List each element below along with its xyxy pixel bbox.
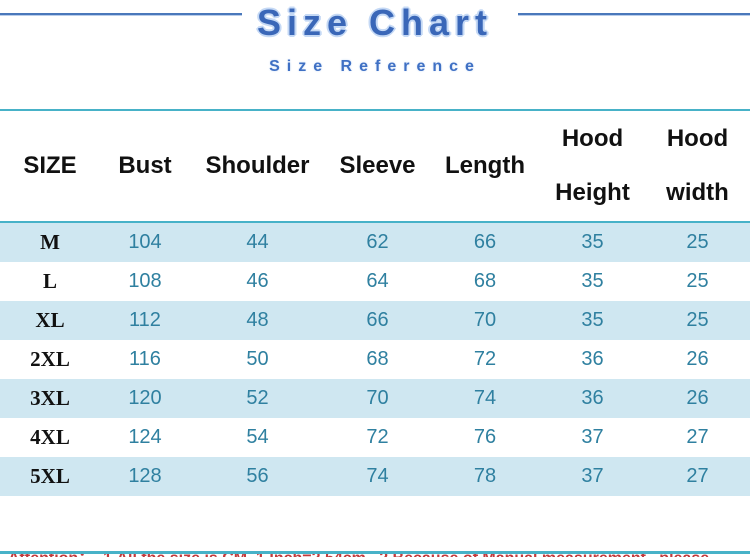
value-cell: 37 <box>581 426 604 448</box>
value-cell: 52 <box>246 387 269 409</box>
value-cell: 48 <box>246 309 269 331</box>
size-chart-table: SIZE Bust Shoulder Sleeve Length Hood He… <box>0 109 750 496</box>
value-cell: 36 <box>581 387 604 409</box>
value-cell: 64 <box>366 270 389 292</box>
header-cell-shoulder: Shoulder <box>190 110 325 223</box>
table-row: 5XL 128 56 74 78 37 27 <box>0 457 750 496</box>
value-cell: 74 <box>473 387 497 409</box>
size-cell: L <box>42 269 57 293</box>
value-cell: 124 <box>128 426 162 448</box>
value-cell: 54 <box>246 426 269 448</box>
value-cell: 108 <box>128 270 162 292</box>
value-cell: 36 <box>581 348 604 370</box>
value-cell: 104 <box>128 231 162 253</box>
value-cell: 68 <box>366 348 389 370</box>
value-cell: 116 <box>129 348 161 370</box>
value-cell: 66 <box>366 309 389 331</box>
subtitle: Size Reference <box>269 58 481 75</box>
value-cell: 62 <box>366 231 389 253</box>
value-cell: 74 <box>366 465 389 487</box>
title-divider-left <box>0 13 242 15</box>
value-cell: 128 <box>128 465 162 487</box>
size-cell: 3XL <box>30 386 70 410</box>
table-row: 2XL 116 50 68 72 36 26 <box>0 340 750 379</box>
value-cell: 35 <box>581 309 604 331</box>
size-cell: M <box>40 230 60 254</box>
size-cell: 2XL <box>30 347 70 371</box>
value-cell: 26 <box>686 348 709 370</box>
table-row: XL 112 48 66 70 35 25 <box>0 301 750 340</box>
value-cell: 27 <box>686 426 709 448</box>
table-row: 3XL 120 52 70 74 36 26 <box>0 379 750 418</box>
table-row: 4XL 124 54 72 76 37 27 <box>0 418 750 457</box>
header-cell-size: SIZE <box>0 110 100 223</box>
value-cell: 78 <box>473 465 497 487</box>
value-cell: 112 <box>129 309 161 331</box>
value-cell: 25 <box>686 270 709 292</box>
size-cell: XL <box>35 308 65 332</box>
header-cell-hood-width: Hood width <box>645 110 750 223</box>
table-row: L 108 46 64 68 35 25 <box>0 262 750 301</box>
value-cell: 25 <box>686 309 709 331</box>
value-cell: 72 <box>366 426 389 448</box>
value-cell: 37 <box>581 465 604 487</box>
attention-note: Attention： 1.All the size is CM. 1 Inch=… <box>8 501 744 557</box>
table-header-row: SIZE Bust Shoulder Sleeve Length Hood He… <box>0 110 750 223</box>
value-cell: 44 <box>246 231 269 253</box>
value-cell: 35 <box>581 270 604 292</box>
value-cell: 72 <box>473 348 497 370</box>
page-title: Size Chart <box>256 2 494 43</box>
table-body: M 104 44 62 66 35 25 L 108 46 64 68 35 25 XL 112 48 66 70 3… <box>0 222 750 496</box>
value-cell: 56 <box>246 465 269 487</box>
header-cell-sleeve: Sleeve <box>325 110 430 223</box>
size-cell: 5XL <box>30 464 70 488</box>
header-cell-hood-height: Hood Height <box>540 110 645 223</box>
value-cell: 46 <box>246 270 269 292</box>
size-cell: 4XL <box>30 425 70 449</box>
value-cell: 50 <box>246 348 269 370</box>
bottom-border-line <box>0 551 750 554</box>
value-cell: 70 <box>473 309 497 331</box>
table-row: M 104 44 62 66 35 25 <box>0 222 750 262</box>
title-divider-right <box>518 13 750 15</box>
value-cell: 35 <box>581 231 604 253</box>
header-cell-bust: Bust <box>100 110 190 223</box>
value-cell: 70 <box>366 387 389 409</box>
value-cell: 25 <box>686 231 709 253</box>
value-cell: 120 <box>128 387 162 409</box>
value-cell: 66 <box>473 231 497 253</box>
value-cell: 26 <box>686 387 709 409</box>
value-cell: 27 <box>686 465 709 487</box>
header-cell-length: Length <box>430 110 540 223</box>
value-cell: 76 <box>473 426 497 448</box>
value-cell: 68 <box>473 270 497 292</box>
